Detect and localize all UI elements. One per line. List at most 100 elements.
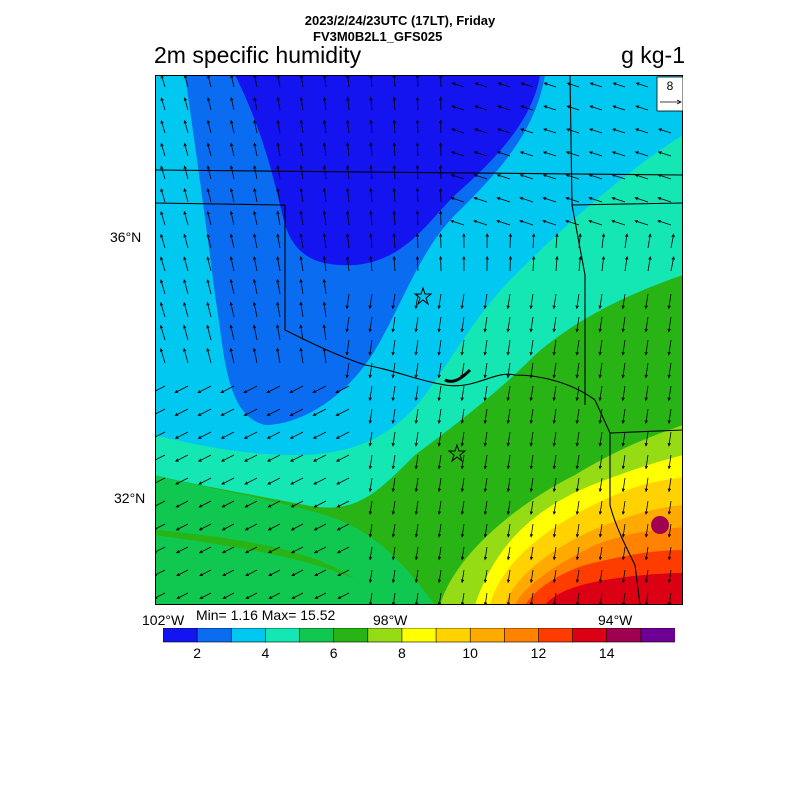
wind-arrow <box>345 339 350 356</box>
wind-arrow <box>634 197 649 203</box>
wind-arrow <box>598 316 603 333</box>
wind-arrow <box>336 477 350 485</box>
wind-arrow <box>183 279 189 295</box>
wind-arrow <box>667 362 672 379</box>
wind-arrow <box>299 347 304 364</box>
station-star-1 <box>413 286 433 306</box>
wind-arrow <box>529 431 534 447</box>
wind-arrow <box>555 233 559 249</box>
wind-arrow <box>598 523 603 538</box>
wind-arrow <box>197 431 212 439</box>
wind-arrow <box>575 454 580 470</box>
wind-arrow <box>542 151 557 157</box>
wind-arrow <box>183 301 189 318</box>
wind-arrow <box>175 477 189 485</box>
wind-arrow <box>437 523 442 538</box>
wind-arrow <box>368 316 373 333</box>
wind-arrow <box>439 187 443 203</box>
colorbar-swatch <box>230 628 267 643</box>
wind-arrow <box>601 255 606 272</box>
wind-arrow <box>611 220 626 226</box>
wind-arrow <box>670 256 675 272</box>
wind-arrow <box>160 97 166 111</box>
wind-arrow <box>312 408 327 416</box>
wind-arrow <box>566 128 580 134</box>
wind-arrow <box>598 431 603 447</box>
wind-arrow <box>612 82 626 88</box>
wind-arrow <box>183 188 189 203</box>
wind-arrow <box>229 256 235 272</box>
wind-arrow <box>322 187 327 203</box>
wind-arrow <box>437 454 442 470</box>
wind-arrow <box>414 569 419 584</box>
wind-arrow <box>368 408 373 425</box>
wind-arrow <box>415 119 420 134</box>
wind-arrow <box>667 293 672 310</box>
wind-arrow <box>276 96 281 111</box>
wind-arrow <box>460 569 465 584</box>
wind-arrow <box>276 119 281 134</box>
wind-arrow <box>345 293 350 310</box>
wind-arrow <box>460 408 465 425</box>
wind-arrow <box>542 197 557 203</box>
wind-arrow <box>414 431 419 447</box>
wind-arrow <box>267 477 281 485</box>
wind-arrow <box>253 97 258 111</box>
wind-arrow <box>160 233 166 249</box>
wind-arrow <box>391 523 396 538</box>
wind-arrow <box>483 408 488 425</box>
colorbar-swatch <box>401 628 437 643</box>
wind-arrow <box>575 569 580 584</box>
wind-arrow <box>414 454 419 470</box>
wind-arrow <box>635 128 649 134</box>
wind-arrow <box>414 362 419 379</box>
wind-arrow <box>612 128 626 134</box>
wind-arrow <box>276 324 281 341</box>
wind-arrow <box>183 256 189 272</box>
wind-arrow <box>552 454 557 470</box>
wind-arrow <box>474 82 488 88</box>
wind-arrow <box>437 339 442 356</box>
wind-arrow <box>506 339 511 356</box>
wind-arrow <box>644 477 649 493</box>
wind-arrow <box>644 408 649 425</box>
wind-arrow <box>299 210 304 226</box>
wind-arrow <box>346 96 350 111</box>
wind-arrow <box>667 385 672 402</box>
wind-arrow <box>346 255 350 272</box>
wind-arrow <box>346 142 350 157</box>
wind-arrow <box>506 362 511 379</box>
wind-arrow <box>529 592 534 605</box>
wind-arrow <box>483 546 488 561</box>
wind-arrow <box>519 151 534 157</box>
wind-arrow <box>253 165 258 180</box>
wind-arrow <box>552 385 557 402</box>
wind-arrow <box>335 385 350 394</box>
wind-arrow <box>392 210 396 226</box>
wind-arrow <box>506 477 511 493</box>
wind-arrow <box>657 220 672 226</box>
wind-arrow <box>155 385 166 393</box>
wind-arrow <box>267 454 281 462</box>
wind-arrow <box>483 362 488 379</box>
wind-arrow <box>529 523 534 538</box>
wind-arrow <box>276 210 281 226</box>
wind-arrow <box>460 339 465 356</box>
wind-arrow <box>667 592 672 605</box>
wind-arrow <box>175 523 189 531</box>
colorbar-tick-label: 6 <box>329 645 338 661</box>
lat-label-36n: 36°N <box>110 229 142 245</box>
wind-arrow <box>176 569 189 576</box>
wind-arrow <box>552 569 557 584</box>
wind-arrow <box>313 500 327 508</box>
wind-arrow <box>222 569 235 576</box>
wind-arrow <box>322 255 327 272</box>
wind-arrow <box>369 233 373 249</box>
wind-arrow <box>483 293 488 310</box>
wind-arrow <box>575 339 580 356</box>
wind-arrow <box>531 233 536 249</box>
wind-arrow <box>183 347 189 364</box>
wind-arrow <box>644 546 649 561</box>
wind-arrow <box>460 362 465 379</box>
wind-arrow <box>496 197 511 203</box>
